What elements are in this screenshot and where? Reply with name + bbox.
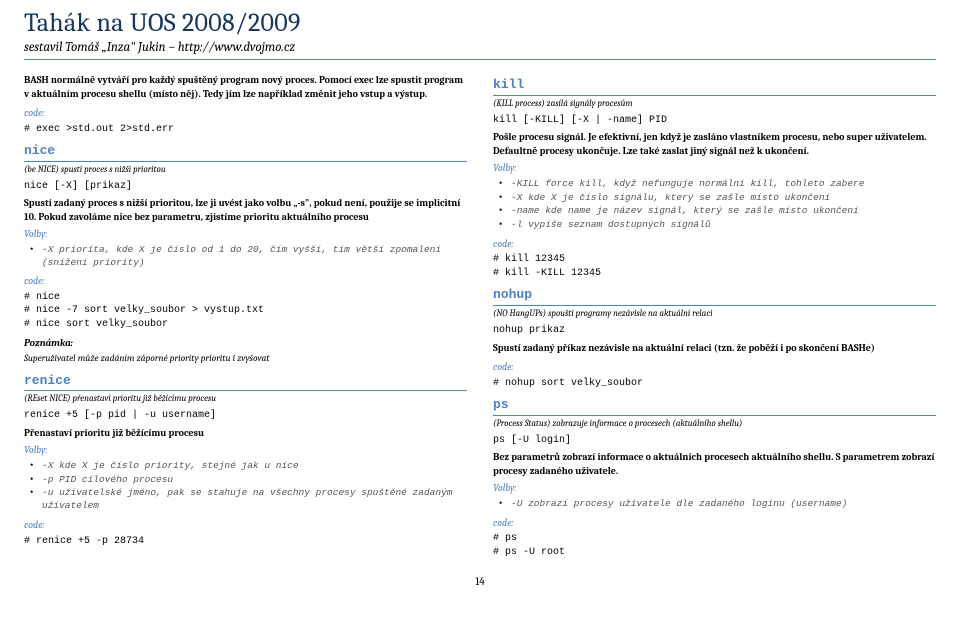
pozn-label: Poznámka:: [24, 337, 467, 351]
renice-opt: -u uživatelské jméno, pak se stahuje na …: [24, 487, 467, 513]
nice-options: -X priorita, kde X je číslo od 1 do 20, …: [24, 244, 467, 270]
ps-desc: (Process Status) zobrazuje informace o p…: [493, 418, 936, 430]
left-column: BASH normálně vytváří pro každý spuštěný…: [24, 70, 467, 561]
kill-options: -KILL force kill, když nefunguje normáln…: [493, 178, 936, 232]
kill-opt: -l vypíše seznam dostupných signálů: [493, 219, 936, 232]
kill-heading: kill: [493, 76, 936, 96]
code-label: code:: [493, 517, 936, 531]
ps-options: -U zobrazí procesy uživatele dle zadanéh…: [493, 498, 936, 511]
kill-opt: -name kde name je název signál, který se…: [493, 205, 936, 218]
kill-opt: -KILL force kill, když nefunguje normáln…: [493, 178, 936, 191]
renice-options: -X kde X je číslo priority, stejné jak u…: [24, 460, 467, 513]
page-number: 14: [24, 575, 936, 588]
ps-opt: -U zobrazí procesy uživatele dle zadanéh…: [493, 498, 936, 511]
code-block: # exec >std.out 2>std.err: [24, 123, 467, 137]
renice-heading: renice: [24, 372, 467, 392]
code-block: # nohup sort velky_soubor: [493, 377, 936, 391]
ps-heading: ps: [493, 396, 936, 416]
code-block: # kill 12345 # kill -KILL 12345: [493, 253, 936, 280]
ps-volby-label: Volby:: [493, 482, 936, 496]
renice-para: Přenastaví prioritu již běžícímu procesu: [24, 427, 467, 441]
nice-heading: nice: [24, 142, 467, 162]
kill-para: Pošle procesu signál. Je efektivní, jen …: [493, 131, 936, 158]
ps-para: Bez parametrů zobrazí informace o aktuál…: [493, 451, 936, 478]
page-subtitle: sestavil Tomáš „Inza" Jukin – http://www…: [24, 40, 936, 59]
kill-syntax: kill [-KILL] [-X | -name] PID: [493, 114, 936, 128]
code-label: code:: [493, 361, 936, 375]
kill-opt: -X kde X je číslo signálu, který se zašl…: [493, 192, 936, 205]
code-label: code:: [24, 275, 467, 289]
title-divider: [24, 59, 936, 60]
kill-desc: (KILL process) zasílá signály procesům: [493, 98, 936, 110]
code-block: # renice +5 -p 28734: [24, 535, 467, 549]
page-title: Tahák na UOS 2008/2009: [24, 8, 936, 38]
intro-text: BASH normálně vytváří pro každý spuštěný…: [24, 74, 467, 101]
nice-volby-label: Volby:: [24, 228, 467, 242]
pozn-text: Superuživatel může zadáním záporné prior…: [24, 353, 467, 366]
columns-wrap: BASH normálně vytváří pro každý spuštěný…: [24, 70, 936, 561]
renice-syntax: renice +5 [-p pid | -u username]: [24, 409, 467, 423]
code-block: # nice # nice -7 sort velky_soubor > vys…: [24, 291, 467, 332]
renice-opt: -X kde X je číslo priority, stejné jak u…: [24, 460, 467, 473]
renice-desc: (REset NICE) přenastaví prioritu již běž…: [24, 393, 467, 405]
nice-desc: (be NICE) spustí proces s nižší priorito…: [24, 164, 467, 176]
nohup-desc: (NO HangUPs) spouští programy nezávisle …: [493, 308, 936, 320]
renice-volby-label: Volby:: [24, 444, 467, 458]
nohup-heading: nohup: [493, 286, 936, 306]
code-label: code:: [24, 519, 467, 533]
nice-opt: -X priorita, kde X je číslo od 1 do 20, …: [24, 244, 467, 270]
nice-syntax: nice [-X] [prikaz]: [24, 180, 467, 194]
code-label: code:: [493, 238, 936, 252]
ps-syntax: ps [-U login]: [493, 434, 936, 448]
code-label: code:: [24, 107, 467, 121]
kill-volby-label: Volby:: [493, 162, 936, 176]
right-column: kill (KILL process) zasílá signály proce…: [493, 70, 936, 561]
renice-opt: -p PID cílového procesu: [24, 474, 467, 487]
nice-para: Spustí zadaný proces s nižší prioritou, …: [24, 197, 467, 224]
nohup-para: Spustí zadaný příkaz nezávisle na aktuál…: [493, 342, 936, 356]
nohup-syntax: nohup prikaz: [493, 324, 936, 338]
code-block: # ps # ps -U root: [493, 532, 936, 559]
